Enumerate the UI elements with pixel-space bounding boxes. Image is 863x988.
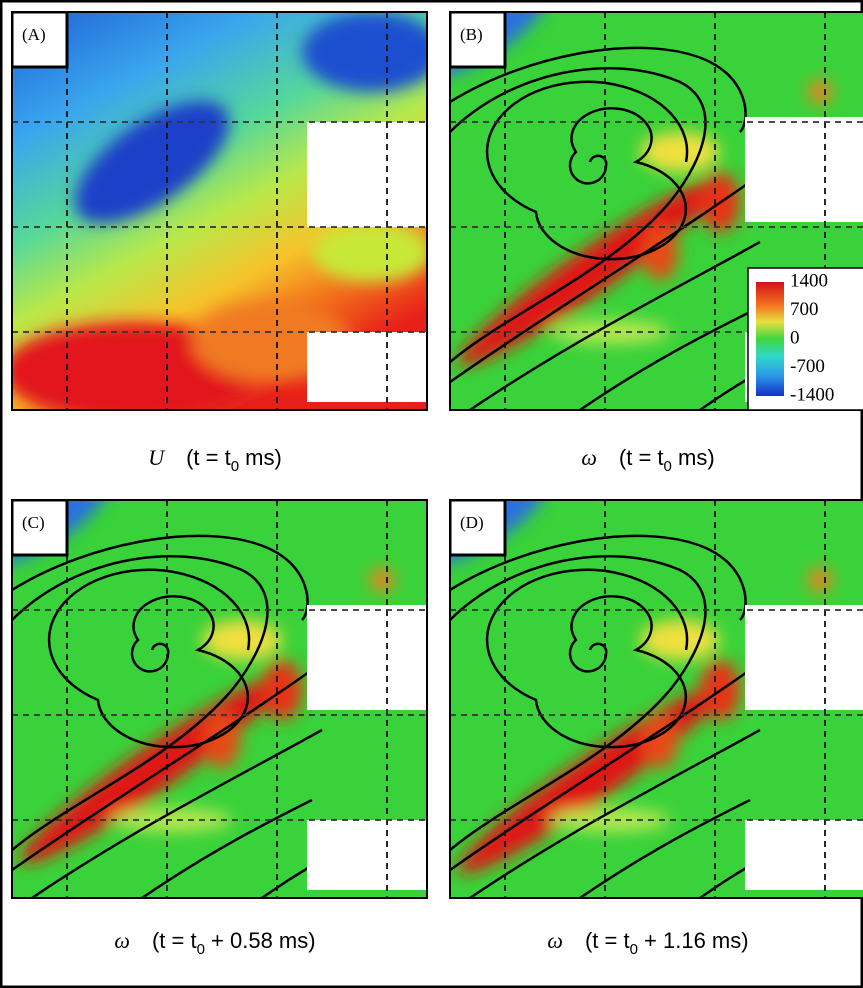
- colorbar-scale: [756, 282, 784, 396]
- mask-region: [745, 117, 863, 222]
- caption: ω (t = t0 ms): [581, 445, 714, 475]
- colorbar-tick-label: -1400: [790, 384, 834, 405]
- colorbar-tick-label: -700: [790, 356, 825, 377]
- caption: U (t = t0 ms): [148, 445, 282, 475]
- panel: (A): [2, 12, 442, 422]
- blob: [302, 12, 442, 92]
- colorbar-tick-label: 0: [790, 327, 800, 348]
- caption-text: + 1.16 ms): [638, 928, 749, 953]
- caption-subscript: 0: [664, 458, 672, 475]
- panel-label: (A): [22, 25, 46, 44]
- caption: ω (t = t0 + 1.16 ms): [547, 928, 748, 958]
- mask-region: [745, 820, 863, 890]
- caption-symbol: ω: [114, 928, 130, 953]
- caption-text: ms): [672, 445, 715, 470]
- mask-region: [745, 605, 863, 710]
- caption-symbol: U: [148, 445, 166, 470]
- blob: [808, 80, 832, 104]
- colorbar-tick-label: 700: [790, 299, 819, 320]
- caption-text: (t = t: [585, 928, 630, 953]
- caption-subscript: 0: [231, 458, 239, 475]
- mask-region: [307, 605, 427, 710]
- caption-subscript: 0: [630, 941, 638, 958]
- mask-region: [307, 332, 427, 402]
- mask-region: [307, 820, 427, 890]
- panel-label: (B): [460, 25, 483, 44]
- caption-text: (t = t: [152, 928, 197, 953]
- caption-text: (t = t: [186, 445, 231, 470]
- caption-subscript: 0: [197, 941, 205, 958]
- caption-text: (t = t: [619, 445, 664, 470]
- caption-symbol: ω: [581, 445, 597, 470]
- caption-text: + 0.58 ms): [205, 928, 316, 953]
- colorbar-tick-label: 1400: [790, 270, 828, 291]
- caption-symbol: ω: [547, 928, 563, 953]
- caption: ω (t = t0 + 0.58 ms): [114, 928, 315, 958]
- colorbar: 1400 700 0 -700 -1400: [748, 268, 863, 410]
- panel-label: (C): [22, 513, 45, 532]
- panel-label: (D): [460, 513, 484, 532]
- blob: [808, 568, 832, 592]
- blob: [312, 222, 432, 282]
- blob: [370, 568, 394, 592]
- figure: (A)U(t = t0 ms)(B)ω(t = t0 ms)(C)ω(t = t…: [0, 0, 863, 988]
- caption-text: ms): [239, 445, 282, 470]
- mask-region: [307, 122, 427, 227]
